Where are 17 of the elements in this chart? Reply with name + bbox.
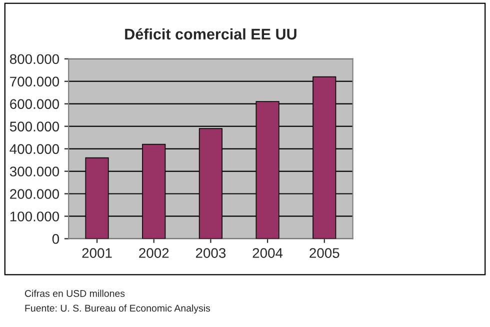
y-tick-label: 800.000 <box>10 54 60 64</box>
y-tick-label: 300.000 <box>10 166 60 176</box>
y-tick-label: 700.000 <box>10 76 60 87</box>
text: Cifras en USD millones <box>24 290 125 297</box>
source-note: Fuente: U. S. Bureau of Economic Analysis <box>25 304 210 314</box>
y-tick-label: 200.000 <box>10 189 60 199</box>
x-tick-label: 2003 <box>196 248 226 258</box>
y-tick-label: 600.000 <box>10 99 60 109</box>
y-tick-label: 500.000 <box>10 122 60 132</box>
y-tick-label: 400.000 <box>10 144 60 154</box>
y-tick-label: 100.000 <box>10 212 60 222</box>
x-tick-label: 2002 <box>139 248 169 258</box>
chart-title: Déficit comercial EE UU <box>125 28 296 40</box>
y-tick-label: 0 <box>52 234 60 244</box>
x-tick-label: 2005 <box>310 248 340 258</box>
x-tick-label: 2004 <box>252 248 283 258</box>
x-tick-label: 2001 <box>82 248 112 258</box>
